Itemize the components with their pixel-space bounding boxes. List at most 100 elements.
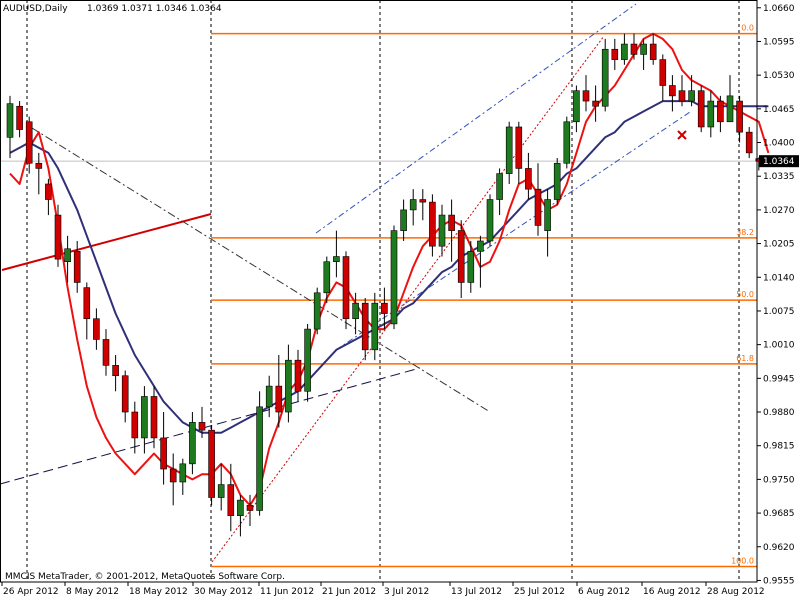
candle-body-26 — [256, 406, 263, 511]
candle-18 — [179, 458, 187, 495]
resistance-dashdot-line — [31, 127, 491, 413]
candle-body-10 — [102, 339, 110, 366]
candle-body-19 — [189, 422, 196, 465]
candle-33 — [323, 256, 331, 304]
candle-8 — [83, 282, 91, 340]
candle-54 — [525, 152, 532, 200]
x-tick-label-1: 8 May 2012 — [66, 587, 119, 597]
y-tick-label-2: 1.0530 — [763, 71, 795, 81]
candle-body-3 — [35, 162, 43, 169]
candlesticks — [6, 33, 763, 537]
y-tick-label-11: 0.9945 — [763, 374, 795, 384]
x-tick-label-10: 16 Aug 2012 — [643, 587, 701, 597]
candle-body-60 — [582, 90, 590, 102]
candle-15 — [150, 386, 158, 449]
candle-body-46 — [448, 214, 455, 231]
y-tick-label-14: 0.9750 — [763, 475, 795, 485]
candle-body-20 — [198, 422, 206, 431]
candle-5 — [54, 204, 62, 267]
candle-69 — [669, 75, 676, 112]
candle-body-64 — [621, 43, 628, 60]
candle-body-41 — [400, 209, 407, 231]
candle-76 — [736, 95, 743, 143]
fib-label-1: 38.2 — [736, 228, 754, 237]
fib-baseline — [211, 35, 605, 563]
y-tick-label-4: 1.0400 — [763, 139, 795, 149]
candle-59 — [573, 85, 580, 133]
candle-2 — [25, 116, 33, 174]
candle-body-4 — [45, 183, 52, 200]
candle-body-36 — [352, 302, 359, 320]
candle-56 — [544, 189, 551, 257]
fib-label-3: 61.8 — [736, 354, 754, 363]
candle-body-61 — [592, 100, 599, 107]
candle-body-67 — [649, 43, 657, 60]
y-tick-label-17: 0.9555 — [763, 576, 795, 586]
fib-label-0: 0.0 — [741, 24, 754, 33]
candle-31 — [304, 323, 311, 402]
candle-body-27 — [265, 385, 273, 408]
x-tick-label-5: 21 Jun 2012 — [322, 587, 376, 597]
candle-30 — [294, 349, 302, 402]
candle-42 — [409, 189, 417, 226]
fibonacci-retracement[interactable]: 0.0 38.2 50.0 61.8 100.0 — [211, 24, 757, 568]
candle-21 — [208, 424, 215, 506]
candle-9 — [93, 308, 100, 350]
candle-6 — [64, 235, 71, 283]
y-tick-label-7: 1.0205 — [763, 240, 795, 250]
candle-body-33 — [323, 261, 331, 294]
candle-body-8 — [83, 287, 91, 320]
current-price-value: 1.0364 — [763, 157, 795, 167]
candle-45 — [438, 204, 446, 257]
y-tick-label-5: 1.0335 — [763, 172, 795, 182]
fast-moving-average — [9, 32, 770, 507]
candle-63 — [611, 38, 619, 70]
candle-body-21 — [208, 429, 215, 498]
candle-body-30 — [294, 359, 302, 392]
candle-24 — [237, 494, 244, 537]
candle-19 — [189, 412, 196, 475]
fib-label-2: 50.0 — [736, 290, 754, 299]
candle-body-43 — [419, 199, 427, 203]
candle-body-58 — [563, 121, 571, 164]
candle-50 — [486, 194, 494, 247]
candle-67 — [649, 33, 657, 65]
red-trendline — [1, 213, 212, 271]
candle-body-34 — [333, 256, 340, 263]
candle-body-0 — [6, 103, 14, 138]
current-price-box — [759, 155, 799, 168]
y-tick-label-16: 0.9620 — [763, 543, 795, 553]
candle-body-71 — [688, 90, 695, 102]
candle-66 — [640, 38, 647, 70]
candle-body-15 — [150, 396, 158, 439]
copyright-label: MMCIS MetaTrader, © 2001-2012, MetaQuote… — [5, 572, 285, 582]
candle-41 — [400, 199, 407, 241]
candle-body-28 — [275, 385, 283, 413]
candle-body-16 — [160, 437, 167, 470]
x-marker-b — [677, 130, 687, 140]
channel-upper-line — [315, 3, 637, 234]
candle-body-40 — [390, 230, 398, 325]
candle-64 — [621, 33, 628, 65]
y-tick-label-6: 1.0270 — [763, 206, 795, 216]
candle-73 — [707, 90, 715, 138]
y-tick-label-0: 1.0660 — [763, 4, 795, 14]
candle-60 — [582, 75, 590, 112]
candle-58 — [563, 116, 571, 169]
candle-body-76 — [736, 100, 743, 133]
moving-averages — [9, 32, 770, 507]
candle-body-63 — [611, 48, 619, 60]
candle-71 — [688, 75, 695, 107]
candle-body-7 — [73, 251, 81, 283]
candle-27 — [265, 375, 273, 418]
y-tick-label-13: 0.9815 — [763, 442, 795, 452]
candle-body-11 — [112, 365, 119, 377]
candle-body-49 — [477, 240, 484, 252]
candle-20 — [198, 406, 206, 438]
trend-lines[interactable] — [0, 3, 691, 563]
x-tick-label-3: 30 May 2012 — [194, 587, 253, 597]
candle-32 — [313, 287, 321, 335]
candle-body-42 — [409, 199, 417, 211]
